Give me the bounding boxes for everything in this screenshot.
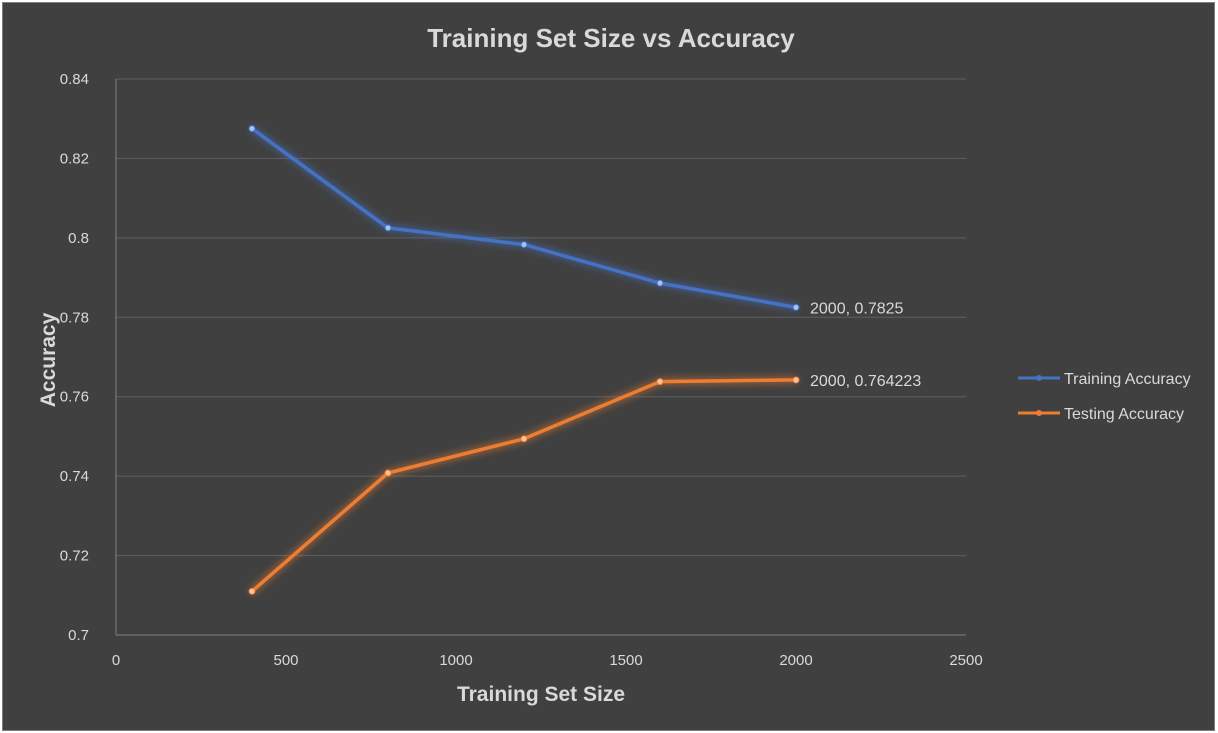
- legend-item-training: Training Accuracy: [1018, 371, 1191, 388]
- line-chart: 0.7 0.72 0.74 0.76 0.78 0.8 0.82 0.84 0 500 1000 15…: [37, 23, 1191, 706]
- axes: [115, 79, 966, 636]
- y-tick-label: 0.8: [68, 230, 89, 247]
- legend-item-testing: Testing Accuracy: [1018, 406, 1184, 423]
- tick-labels: 0.7 0.72 0.74 0.76 0.78 0.8 0.82 0.84 0 500 1000 15…: [60, 71, 983, 669]
- data-point: [248, 587, 256, 595]
- legend-marker-testing: [1036, 410, 1042, 416]
- y-tick-label: 0.74: [60, 468, 89, 485]
- data-point: [792, 376, 800, 384]
- x-tick-label: 0: [112, 652, 120, 669]
- series-line-testing: [250, 378, 798, 594]
- data-point: [656, 279, 664, 287]
- x-tick-label: 1500: [609, 652, 642, 669]
- data-point: [248, 125, 256, 133]
- data-point: [792, 303, 800, 311]
- data-label-training: 2000, 0.7825: [810, 300, 904, 317]
- x-tick-label: 2500: [949, 652, 982, 669]
- x-tick-label: 2000: [779, 652, 812, 669]
- chart-title: Training Set Size vs Accuracy: [427, 23, 795, 53]
- plot-series: [248, 125, 800, 595]
- series-line-training: [250, 126, 798, 310]
- y-tick-label: 0.78: [60, 309, 89, 326]
- y-tick-label: 0.84: [60, 71, 89, 88]
- x-axis-title: Training Set Size: [457, 683, 625, 706]
- data-point: [656, 378, 664, 386]
- data-point: [384, 469, 392, 477]
- legend: Training Accuracy Testing Accuracy: [1018, 371, 1191, 423]
- legend-label-testing: Testing Accuracy: [1064, 406, 1184, 423]
- y-axis-title: Accuracy: [37, 312, 60, 407]
- x-tick-label: 1000: [439, 652, 472, 669]
- y-tick-label: 0.72: [60, 548, 89, 565]
- y-tick-label: 0.7: [68, 627, 89, 644]
- data-point: [384, 224, 392, 232]
- legend-marker-training: [1036, 375, 1042, 381]
- legend-label-training: Training Accuracy: [1064, 371, 1191, 388]
- y-tick-label: 0.76: [60, 389, 89, 406]
- data-label-testing: 2000, 0.764223: [810, 373, 921, 390]
- x-tick-label: 500: [273, 652, 298, 669]
- gridlines: [116, 78, 966, 557]
- data-point: [520, 241, 528, 249]
- y-tick-label: 0.82: [60, 150, 89, 167]
- data-point: [520, 435, 528, 443]
